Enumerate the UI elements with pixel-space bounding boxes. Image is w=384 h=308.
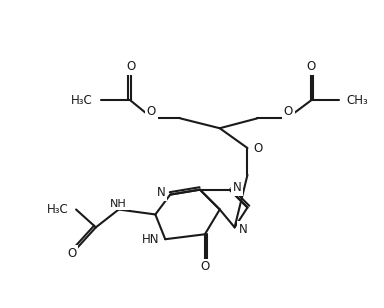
Text: H₃C: H₃C [46,203,68,216]
Text: CH₃: CH₃ [347,94,368,107]
Text: N: N [238,223,247,236]
Text: O: O [68,247,77,260]
Text: O: O [283,105,293,118]
Text: O: O [147,105,156,118]
Text: HN: HN [142,233,159,246]
Text: O: O [306,60,316,73]
Text: H₃C: H₃C [71,94,93,107]
Text: O: O [126,60,135,73]
Text: N: N [157,186,165,199]
Text: O: O [200,261,210,274]
Text: O: O [253,142,263,155]
Text: N: N [233,181,242,194]
Text: NH: NH [110,199,127,209]
